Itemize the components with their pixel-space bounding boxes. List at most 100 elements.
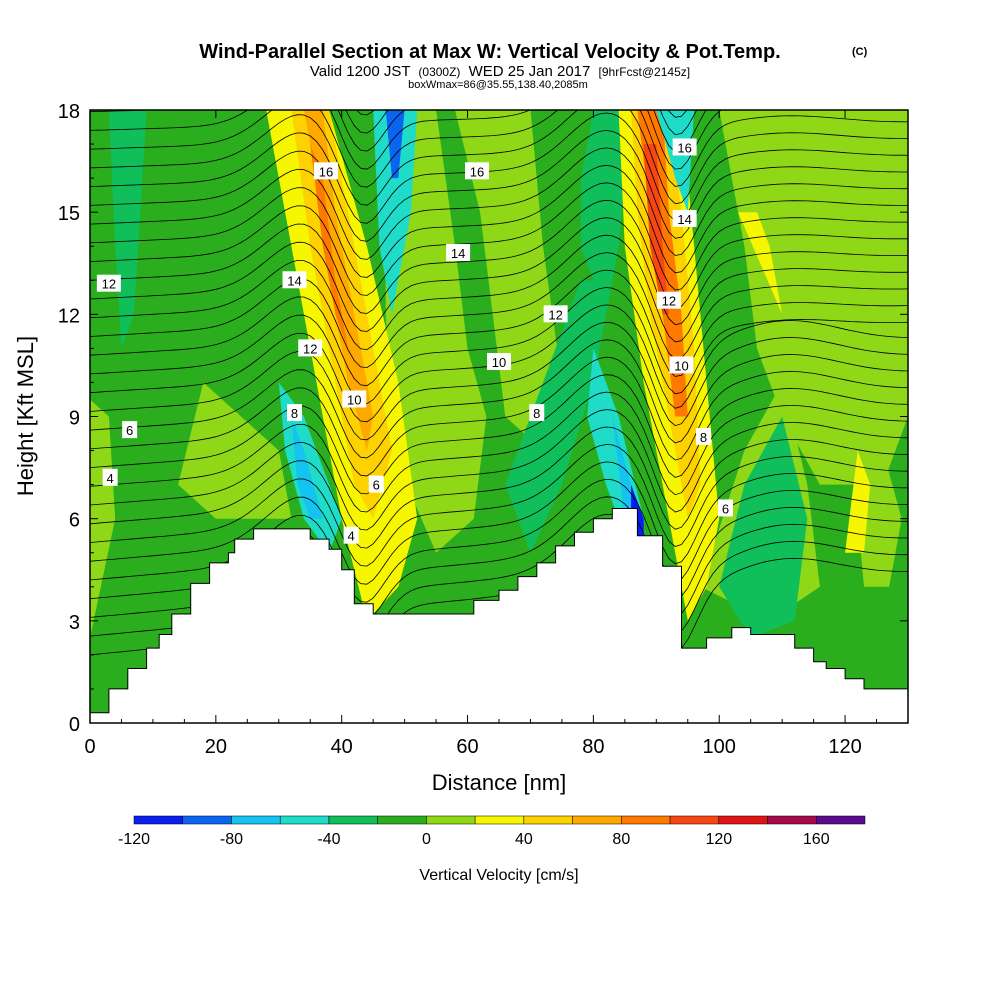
- isentrope-line: [90, 147, 908, 260]
- contour-label: 6: [718, 499, 734, 517]
- y-tick-label: 3: [69, 612, 80, 634]
- contour-label-box: [342, 390, 367, 408]
- y-tick-label: 9: [69, 408, 80, 430]
- colorbar-tick-label: -120: [118, 831, 150, 848]
- x-tick-label: 20: [205, 736, 227, 758]
- fill-band: [719, 110, 908, 485]
- colorbar-tick-label: 80: [612, 831, 630, 848]
- contour-label-box: [464, 162, 489, 180]
- isentrope-line: [90, 112, 908, 224]
- contour-label-text: 12: [303, 341, 317, 356]
- isentrope-line: [90, 478, 908, 603]
- contour-label: 4: [102, 468, 118, 486]
- colorbar-swatch: [718, 815, 768, 825]
- contour-label-text: 10: [492, 355, 506, 370]
- contour-label-text: 6: [126, 423, 133, 438]
- x-tick-label: 40: [331, 736, 353, 758]
- colorbar-tick-label: 120: [705, 831, 732, 848]
- isentrope-line: [90, 164, 908, 278]
- colorbar-swatch: [328, 815, 378, 825]
- contour-label-text: 10: [347, 392, 361, 407]
- x-tick-label: 80: [582, 736, 604, 758]
- contour-label-text: 4: [107, 471, 114, 486]
- colorbar-swatch: [231, 815, 281, 825]
- chart-box-info: boxWmax=86@35.55,138.40,2085m: [408, 79, 588, 91]
- contour-label-text: 16: [677, 140, 691, 155]
- isentrope-line: [90, 409, 908, 531]
- subtitle-forecast: [9hrFcst@2145z]: [599, 65, 691, 79]
- contour-label-box: [96, 274, 121, 292]
- contour-label: 6: [122, 421, 138, 439]
- contour-label: 8: [696, 427, 711, 445]
- fill-band: [310, 144, 348, 349]
- subtitle-valid: Valid 1200 JST: [310, 63, 410, 80]
- colorbar-tick-label: 0: [422, 831, 431, 848]
- contour-label-box: [282, 271, 307, 289]
- chart-subtitle: Valid 1200 JST (0300Z) WED 25 Jan 2017 […: [310, 63, 690, 80]
- contour-label-text: 8: [533, 406, 540, 421]
- contour-label-box: [669, 356, 694, 374]
- x-tick-label: 60: [456, 736, 478, 758]
- fill-band: [90, 399, 116, 638]
- contour-label-text: 14: [677, 212, 691, 227]
- contour-label-text: 10: [674, 358, 688, 373]
- colorbar-swatch: [767, 815, 817, 825]
- x-tick-label: 100: [703, 736, 736, 758]
- contour-label: 8: [287, 404, 302, 422]
- contour-label-box: [122, 421, 138, 439]
- fill-band: [385, 110, 487, 553]
- colorbar-swatch: [669, 815, 720, 825]
- colorbar-swatch: [523, 815, 573, 825]
- contour-label-text: 8: [700, 430, 707, 445]
- y-axis-label: Height [Kft MSL]: [13, 336, 38, 496]
- isentrope-line: [90, 374, 908, 495]
- contour-label: 14: [672, 209, 697, 227]
- plot-area: 4 6 12 8 10 12 14 16 6 4 16 14 12 10 8 16 14 12 10 8 6: [90, 110, 908, 723]
- isentrope-line: [90, 356, 908, 477]
- y-tick-label: 12: [58, 305, 80, 327]
- contour-label: 10: [487, 353, 511, 371]
- colorbar-swatch: [377, 815, 427, 825]
- fill-band: [373, 110, 418, 315]
- contour-label: 16: [464, 162, 489, 180]
- contour-label: 16: [672, 138, 697, 156]
- contour-label-layer: 4 6 12 8 10 12 14 16 6 4 16 14 12 10 8 16 14 12 10 8 6: [96, 138, 734, 544]
- colorbar-swatch: [133, 815, 183, 825]
- colorbar-swatch: [182, 815, 232, 825]
- contour-label-box: [543, 305, 568, 323]
- colorbar-swatch: [621, 815, 671, 825]
- fill-band: [178, 382, 292, 519]
- isentrope-line: [90, 252, 908, 369]
- isentrope-line: [90, 444, 908, 567]
- contour-label-box: [298, 339, 323, 357]
- colorbar: [133, 815, 866, 825]
- colorbar-swatch: [572, 815, 622, 825]
- contour-label-box: [718, 499, 734, 517]
- colorbar-tick-label: -40: [317, 831, 340, 848]
- fill-band: [857, 450, 902, 587]
- contour-label: 14: [282, 271, 307, 289]
- fill-band: [455, 110, 562, 451]
- contour-label-text: 6: [373, 478, 380, 493]
- isentrope-line: [90, 110, 723, 170]
- isentrope-line: [90, 234, 908, 351]
- contour-label: 12: [543, 305, 568, 323]
- fill-band: [102, 110, 216, 655]
- contour-label: 4: [343, 526, 359, 544]
- contour-label-text: 12: [662, 294, 676, 309]
- fill-band: [719, 416, 808, 638]
- isentrope-line: [90, 426, 908, 549]
- contour-label-box: [446, 244, 471, 262]
- fill-band: [845, 450, 871, 553]
- colorbar-tick-label: 160: [803, 831, 830, 848]
- isentrope-line: [90, 199, 908, 314]
- contour-label-text: 16: [319, 164, 333, 179]
- contour-label-text: 14: [451, 246, 465, 261]
- colorbar-tick-label: -80: [220, 831, 243, 848]
- contour-label: 10: [342, 390, 367, 408]
- copyright-mark: (C): [852, 46, 868, 58]
- contour-label-box: [696, 427, 711, 445]
- colorbar-swatch: [816, 815, 866, 825]
- contour-label-box: [487, 353, 511, 371]
